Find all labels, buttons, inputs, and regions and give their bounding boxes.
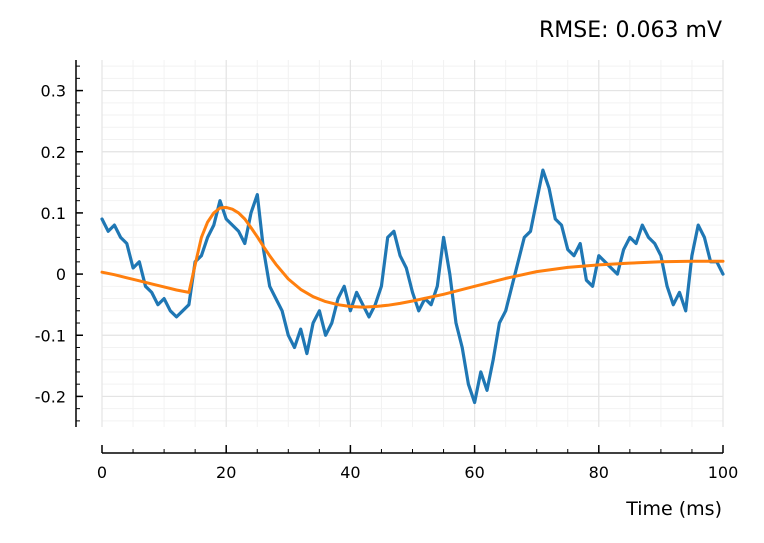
y-tick-label: -0.2 (35, 387, 66, 406)
major-gridlines (101, 60, 724, 427)
y-tick-label: 0.3 (41, 82, 66, 101)
x-tick-label: 80 (589, 463, 609, 482)
series-fit-line (100, 205, 725, 309)
chart-title: RMSE: 0.063 mV (539, 18, 722, 43)
x-tick-label: 40 (340, 463, 360, 482)
y-tick-label: 0.1 (41, 204, 66, 223)
y-axis-ticks: 0.3 0.2 0.1 0 -0.1 -0.2 (35, 65, 83, 422)
y-tick-label: -0.1 (35, 326, 66, 345)
y-tick-label: 0 (56, 265, 66, 284)
y-tick-label: 0.2 (41, 143, 66, 162)
x-tick-label: 100 (708, 463, 739, 482)
series-recorded-line (100, 168, 725, 405)
x-tick-label: 20 (216, 463, 236, 482)
series-layer (100, 168, 725, 405)
minor-gridlines (101, 60, 724, 427)
x-axis-ticks: 0 20 40 60 80 100 (97, 445, 738, 482)
x-axis-label: Time (ms) (626, 498, 722, 520)
x-tick-label: 0 (97, 463, 107, 482)
x-tick-label: 60 (464, 463, 484, 482)
